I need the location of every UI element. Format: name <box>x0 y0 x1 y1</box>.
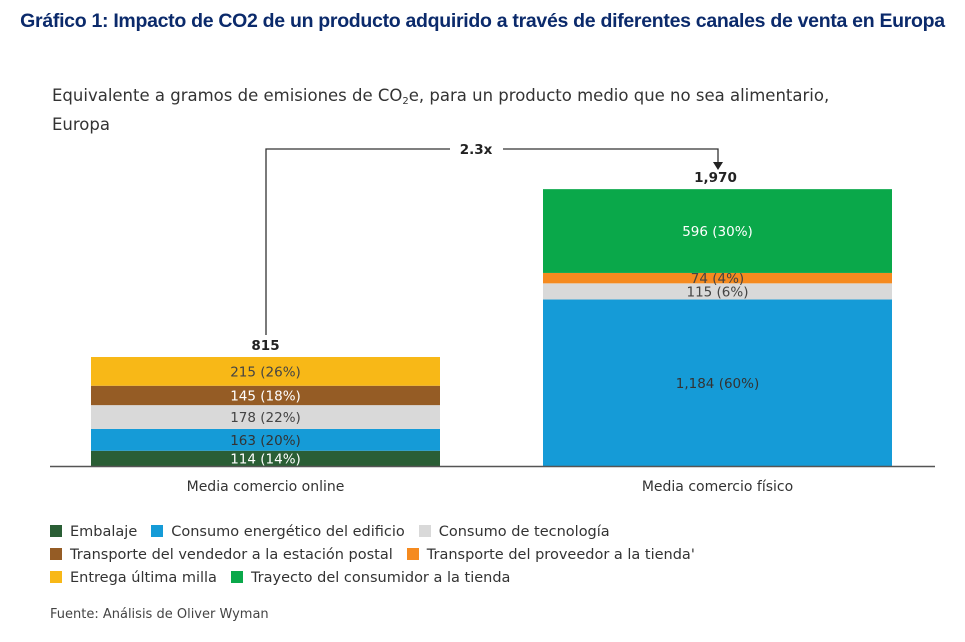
total-label: 815 <box>251 338 279 354</box>
bar-segment-online-1 <box>91 428 440 451</box>
legend-item: Trayecto del consumidor a la tienda <box>230 567 511 590</box>
chart-title: Gráfico 1: Impacto de CO2 de un producto… <box>20 10 945 32</box>
legend-swatch-icon <box>50 525 62 537</box>
legend-swatch-icon <box>230 571 243 583</box>
data-label: 145 (18%) <box>230 388 301 404</box>
bar-segment-fisico-6 <box>543 189 892 273</box>
legend-item: Consumo energético del edificio <box>151 521 405 544</box>
legend-swatch-icon <box>50 571 62 583</box>
source-note: Fuente: Análisis de Oliver Wyman <box>50 607 269 622</box>
total-label: 1,970 <box>694 170 737 186</box>
legend-label: Trayecto del consumidor a la tienda <box>250 570 511 586</box>
x-tick-label: Media comercio online <box>187 479 345 495</box>
data-label: 114 (14%) <box>230 451 301 467</box>
chart-subtitle: Equivalente a gramos de emisiones de CO2… <box>52 84 852 136</box>
legend-item: Transporte del proveedor a la tienda' <box>406 544 695 567</box>
bar-segment-fisico-1 <box>543 299 892 466</box>
data-label: 115 (6%) <box>686 284 748 300</box>
annotation-bracket-left <box>265 148 450 335</box>
legend-label: Embalaje <box>70 524 138 540</box>
legend-row: Embalaje Consumo energético del edificio C… <box>50 521 930 544</box>
bar-segment-fisico-4 <box>543 272 892 284</box>
data-label: 163 (20%) <box>230 433 301 449</box>
subtitle-text-2: e, para un producto medio que no sea ali… <box>52 86 830 134</box>
legend-item: Transporte del vendedor a la estación po… <box>50 544 393 567</box>
legend-swatch-icon <box>50 548 62 560</box>
bar-segment-online-5 <box>91 357 440 386</box>
bar-segment-online-2 <box>91 405 440 429</box>
legend-label: Entrega última milla <box>70 570 217 586</box>
data-label: 596 (30%) <box>682 224 753 240</box>
legend-item: Entrega última milla <box>50 567 217 590</box>
legend-label: Consumo de tecnología <box>438 524 610 540</box>
data-label: 178 (22%) <box>230 410 301 426</box>
bar-segment-online-0 <box>91 450 440 466</box>
annotation-bracket-right <box>503 148 719 163</box>
annotation-arrow-icon <box>713 162 723 170</box>
data-label: 74 (4%) <box>691 271 744 287</box>
data-label: 215 (26%) <box>230 364 301 380</box>
legend-swatch-icon <box>151 525 164 537</box>
subtitle-subscript: 2 <box>402 96 409 107</box>
legend-label: Transporte del proveedor a la tienda' <box>426 547 695 563</box>
subtitle-text-1: Equivalente a gramos de emisiones de CO <box>52 86 403 105</box>
legend-item: Consumo de tecnología <box>418 521 610 544</box>
legend-row: Entrega última milla Trayecto del consumi… <box>50 567 930 590</box>
x-tick-label: Media comercio físico <box>642 479 793 495</box>
data-label: 1,184 (60%) <box>676 376 759 392</box>
annotation-label: 2.3x <box>460 142 493 158</box>
bar-segment-fisico-2 <box>543 283 892 300</box>
legend-swatch-icon <box>406 548 419 560</box>
legend-label: Transporte del vendedor a la estación po… <box>70 547 393 563</box>
legend-label: Consumo energético del edificio <box>171 524 405 540</box>
legend-row: Transporte del vendedor a la estación po… <box>50 544 930 567</box>
bar-segment-online-3 <box>91 385 440 406</box>
chart-legend: Embalaje Consumo energético del edificio C… <box>50 521 930 590</box>
legend-item: Embalaje <box>50 521 137 544</box>
legend-swatch-icon <box>418 525 431 537</box>
